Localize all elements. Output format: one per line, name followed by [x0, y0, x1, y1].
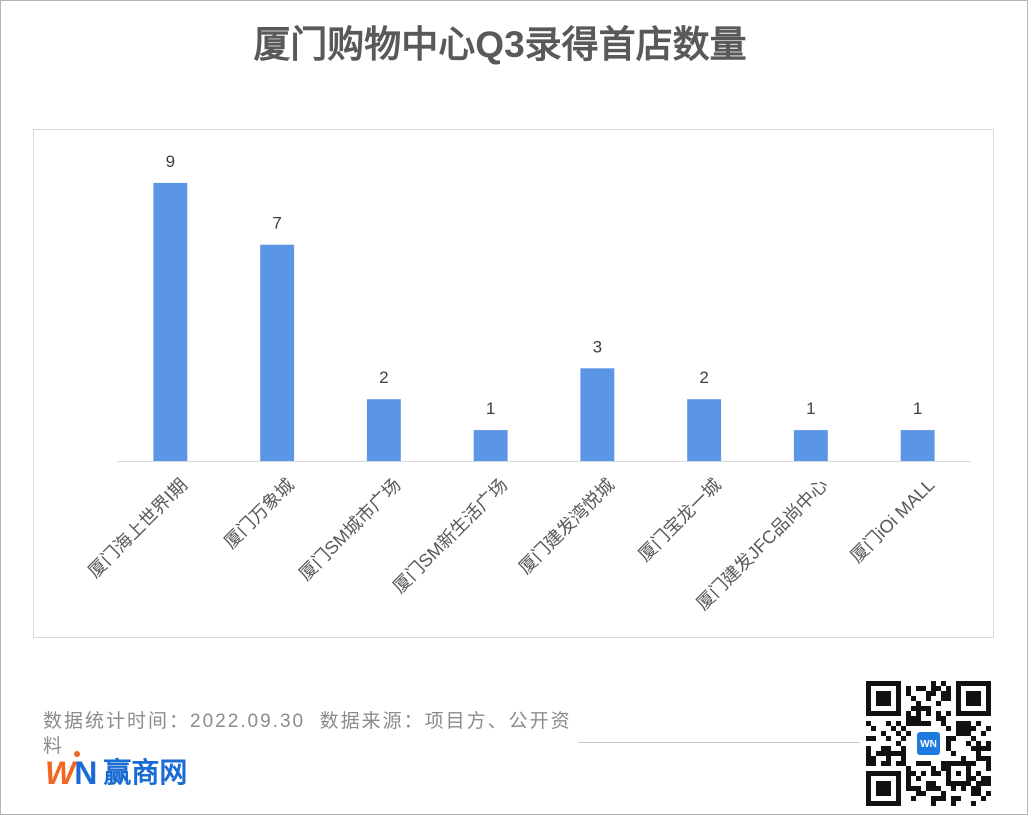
- category-label-1: 厦门海上世界Ⅰ期: [84, 475, 191, 582]
- logo-name: 赢商网: [103, 757, 188, 788]
- category-label-2: 厦门万象城: [220, 475, 298, 553]
- data-source-note: 数据统计时间：2022.09.30 数据来源：项目方、公开资料: [43, 711, 572, 757]
- data-label-6: 2: [699, 368, 708, 387]
- bar-chart: 9721321 1 厦门海上世界Ⅰ期 厦门万象城厦门SM城市广场厦门SM新生活广场厦…: [84, 152, 971, 614]
- bar-4: [473, 430, 508, 461]
- logo-dot: [74, 751, 80, 757]
- data-label-3: 2: [379, 368, 388, 387]
- bar-6: [687, 399, 722, 461]
- bar-8: [900, 430, 935, 461]
- qr-code-pattern: [866, 681, 991, 806]
- logo-mark-n: N: [74, 755, 98, 791]
- logo-mark-w: W: [45, 755, 75, 791]
- chart-title: 厦门购物中心Q3录得首店数量: [253, 24, 747, 65]
- category-label-8: 厦门iOi MALL: [846, 475, 938, 567]
- footer-divider: [578, 742, 860, 743]
- data-label-5: 3: [593, 337, 602, 356]
- data-label-2: 7: [272, 214, 281, 233]
- bar-3: [366, 399, 401, 461]
- data-label-8: 1: [913, 399, 922, 418]
- bar-1: [153, 182, 188, 461]
- category-label-6: 厦门宝龙一城: [634, 475, 725, 566]
- data-labels: 9 7 2 1 3 2 1 1: [166, 152, 923, 418]
- category-label-4: 厦门SM新生活广场: [389, 475, 511, 597]
- bar-5: [580, 368, 615, 461]
- data-label-1: 9: [166, 152, 175, 171]
- data-label-7: 1: [806, 399, 815, 418]
- qr-logo-text: WN: [920, 739, 937, 750]
- bars: [153, 182, 935, 461]
- brand-logo: W N 赢商网: [45, 751, 188, 791]
- category-label-3: 厦门SM城市广场: [295, 475, 405, 585]
- qr-code: WN: [866, 681, 991, 806]
- qr-logo-icon: [917, 732, 940, 755]
- data-label-4: 1: [486, 399, 495, 418]
- category-label-5: 厦门建发湾悦城: [515, 475, 618, 578]
- bar-2: [260, 244, 295, 461]
- bar-7: [793, 430, 828, 461]
